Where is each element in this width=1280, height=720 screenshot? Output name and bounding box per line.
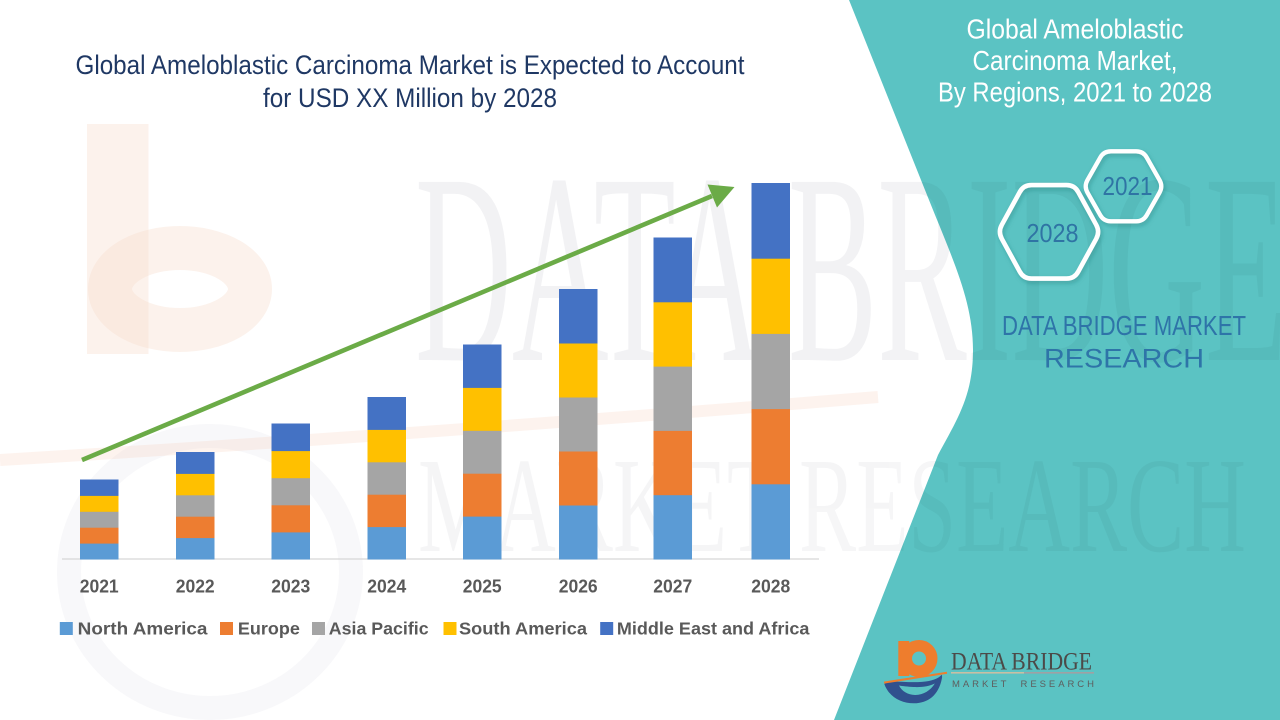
svg-text:RESEARCH: RESEARCH <box>1044 344 1204 374</box>
svg-text:Asia Pacific: Asia Pacific <box>329 619 429 639</box>
svg-text:DATA BRIDGE MARKET: DATA BRIDGE MARKET <box>1002 310 1246 341</box>
svg-text:2028: 2028 <box>751 576 790 597</box>
svg-text:for USD XX Million by 2028: for USD XX Million by 2028 <box>263 83 557 113</box>
svg-text:Global Ameloblastic: Global Ameloblastic <box>967 14 1184 45</box>
svg-text:2021: 2021 <box>1103 171 1153 201</box>
svg-text:2028: 2028 <box>1027 218 1079 248</box>
svg-text:MARKET RESEARCH: MARKET RESEARCH <box>952 679 1094 690</box>
svg-text:2021: 2021 <box>80 576 119 597</box>
svg-text:MARKET RESEARCH: MARKET RESEARCH <box>418 431 1246 581</box>
svg-text:2023: 2023 <box>271 576 310 597</box>
svg-text:2022: 2022 <box>176 576 215 597</box>
svg-text:Europe: Europe <box>238 619 300 639</box>
svg-text:2026: 2026 <box>559 576 598 597</box>
svg-text:Global Ameloblastic Carcinoma: Global Ameloblastic Carcinoma Market is … <box>76 50 746 80</box>
svg-text:By Regions, 2021 to 2028: By Regions, 2021 to 2028 <box>938 77 1212 108</box>
svg-text:2025: 2025 <box>463 576 502 597</box>
svg-text:South America: South America <box>459 619 587 639</box>
svg-text:North America: North America <box>78 619 208 639</box>
svg-text:Carcinoma Market,: Carcinoma Market, <box>973 45 1178 76</box>
svg-text:DATA BRIDGE: DATA BRIDGE <box>415 118 1280 419</box>
svg-text:2027: 2027 <box>653 576 692 597</box>
svg-text:DATA BRIDGE: DATA BRIDGE <box>951 647 1092 676</box>
svg-text:2024: 2024 <box>367 576 407 597</box>
svg-text:Middle East and Africa: Middle East and Africa <box>617 619 810 639</box>
